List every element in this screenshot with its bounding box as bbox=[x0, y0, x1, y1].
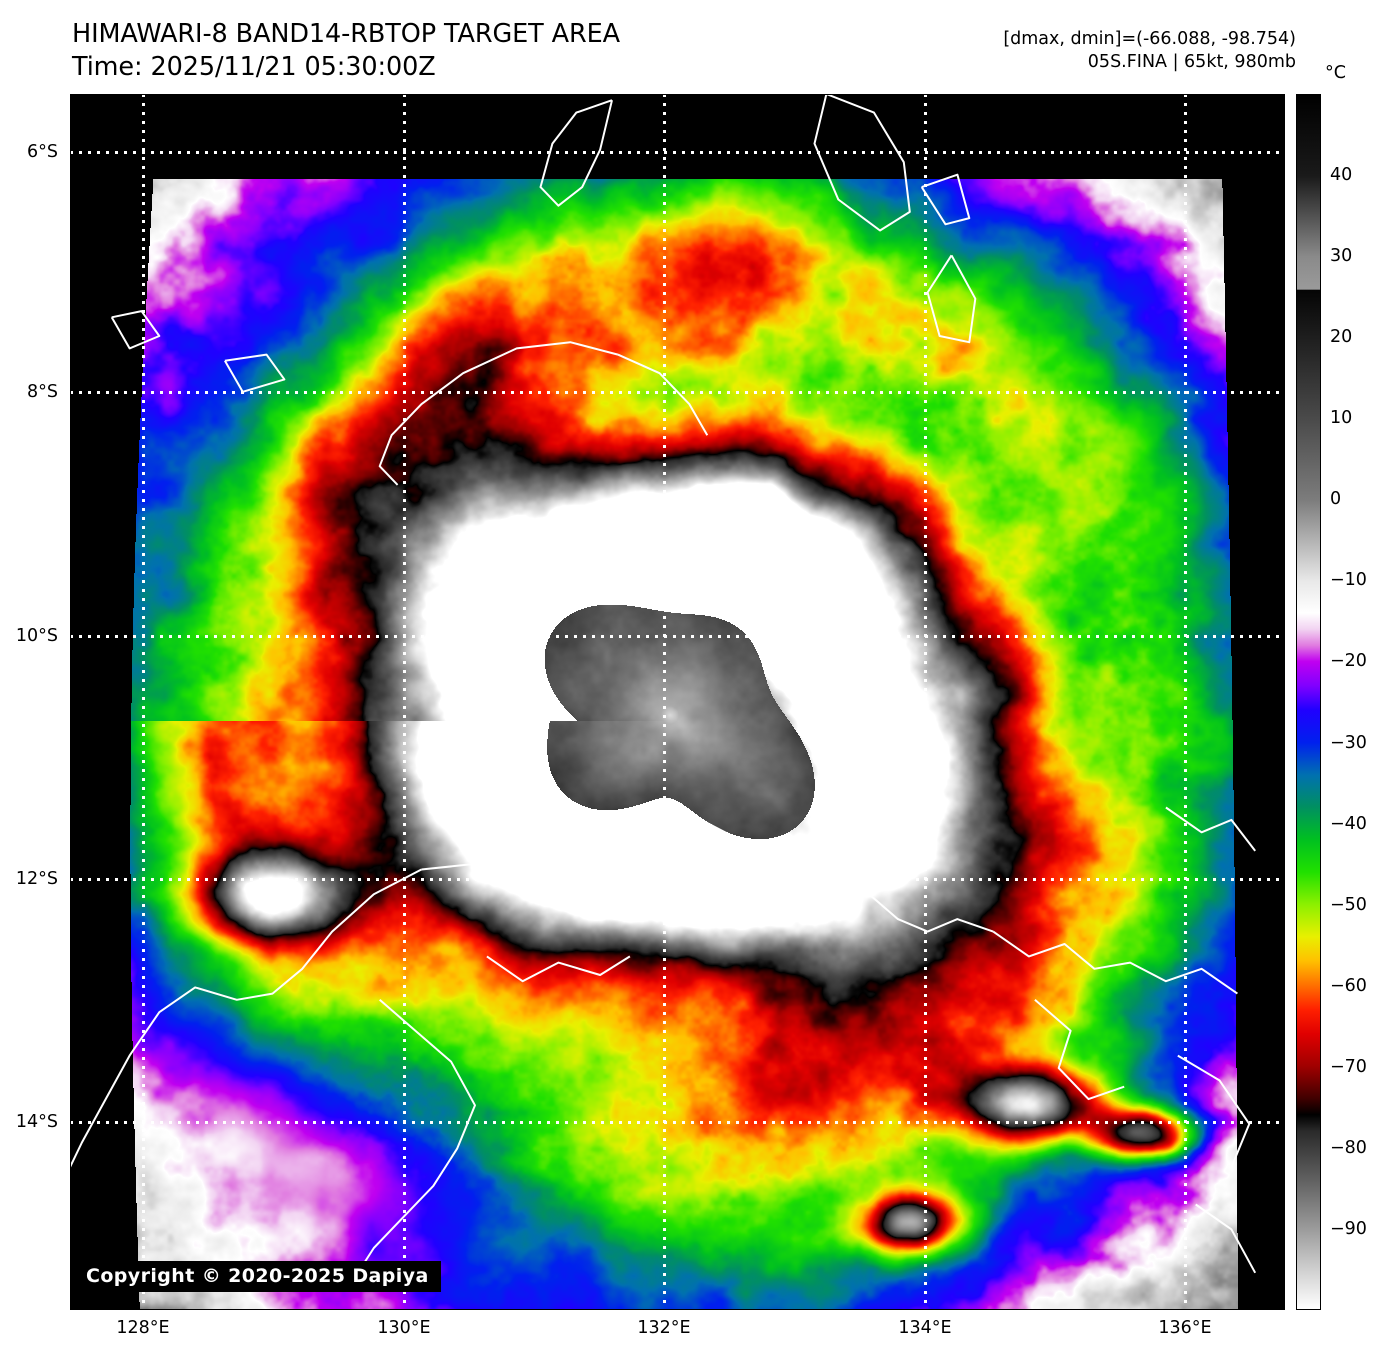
colorbar-tick: −80 bbox=[1330, 1137, 1367, 1158]
colorbar-tick: 30 bbox=[1330, 246, 1353, 267]
x-axis-tick: 130°E bbox=[377, 1318, 431, 1338]
page-title: HIMAWARI-8 BAND14-RBTOP TARGET AREA bbox=[72, 19, 620, 49]
y-axis-tick: 12°S bbox=[15, 869, 58, 889]
colorbar-tick: −70 bbox=[1330, 1056, 1367, 1077]
header-right-block: [dmax, dmin]=(-66.088, -98.754) 05S.FINA… bbox=[1003, 28, 1296, 74]
colorbar-tick: 0 bbox=[1330, 489, 1342, 510]
x-axis-tick: 132°E bbox=[637, 1318, 691, 1338]
colorbar-tick: −60 bbox=[1330, 975, 1367, 996]
colorbar-tick: −50 bbox=[1330, 894, 1367, 915]
x-axis-tick: 134°E bbox=[898, 1318, 952, 1338]
colorbar-tick: −40 bbox=[1330, 813, 1367, 834]
header-left-block: HIMAWARI-8 BAND14-RBTOP TARGET AREA Time… bbox=[72, 18, 620, 84]
satellite-raster bbox=[70, 94, 1285, 1310]
satellite-image-plot: Copyright © 2020-2025 Dapiya bbox=[70, 94, 1285, 1310]
copyright-watermark: Copyright © 2020-2025 Dapiya bbox=[74, 1261, 441, 1292]
y-axis-tick: 8°S bbox=[27, 382, 58, 402]
colorbar-unit-label: °C bbox=[1325, 63, 1346, 83]
colorbar-tick: −20 bbox=[1330, 651, 1367, 672]
timestamp-label: Time: 2025/11/21 05:30:00Z bbox=[72, 52, 436, 83]
colorbar-tick: 40 bbox=[1330, 165, 1353, 186]
colorbar-tick: −30 bbox=[1330, 732, 1367, 753]
storm-info-label: 05S.FINA | 65kt, 980mb bbox=[1087, 52, 1296, 73]
colorbar bbox=[1296, 94, 1321, 1310]
colorbar-gradient bbox=[1297, 95, 1320, 1309]
colorbar-tick: 10 bbox=[1330, 408, 1353, 429]
x-axis-tick: 128°E bbox=[116, 1318, 170, 1338]
y-axis-tick: 14°S bbox=[15, 1112, 58, 1132]
colorbar-tick: 20 bbox=[1330, 327, 1353, 348]
colorbar-tick: −90 bbox=[1330, 1218, 1367, 1239]
y-axis-tick: 6°S bbox=[27, 142, 58, 162]
x-axis-tick: 136°E bbox=[1158, 1318, 1212, 1338]
colorbar-tick: −10 bbox=[1330, 570, 1367, 591]
dmax-dmin-label: [dmax, dmin]=(-66.088, -98.754) bbox=[1003, 29, 1296, 49]
y-axis-tick: 10°S bbox=[15, 626, 58, 646]
